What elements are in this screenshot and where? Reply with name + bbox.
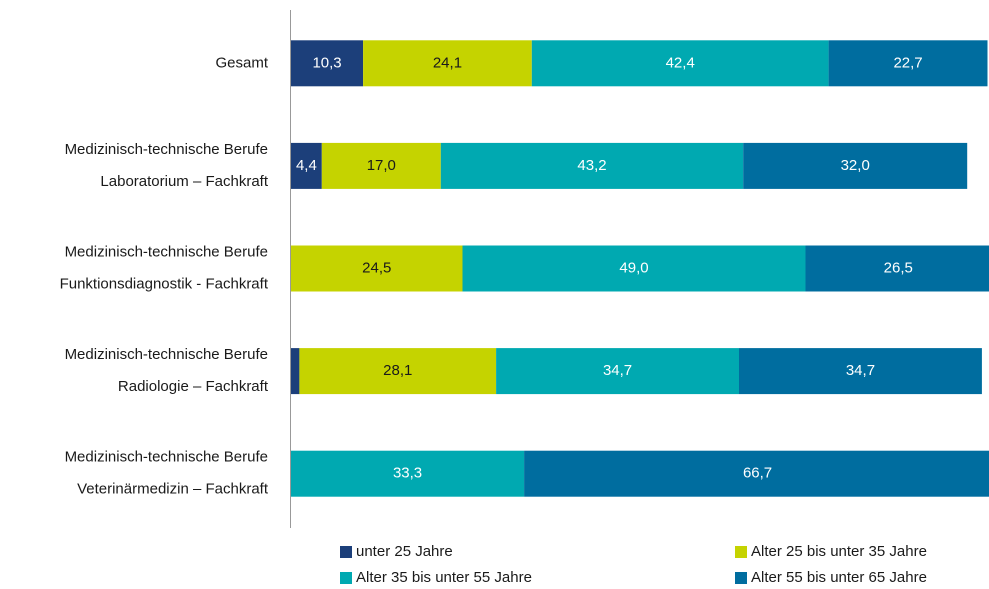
y-tick-label: Medizinisch-technische Berufe (65, 243, 268, 260)
y-tick-label: Medizinisch-technische Berufe (65, 449, 268, 466)
value-label: 17,0 (367, 157, 396, 174)
value-label: 28,1 (383, 362, 412, 379)
value-label: 34,7 (846, 362, 875, 379)
bar-segment (524, 450, 989, 497)
legend-swatch (735, 546, 747, 558)
value-label: 49,0 (619, 259, 648, 276)
bar-segment (462, 245, 806, 292)
bar-segment (739, 348, 982, 395)
bar-segment (291, 348, 300, 395)
y-tick-label: Gesamt (215, 54, 268, 71)
y-tick-label: Medizinisch-technische Berufe (65, 346, 268, 363)
bar-segment (496, 348, 739, 395)
value-label: 34,7 (603, 362, 632, 379)
y-tick-label: Laboratorium – Fachkraft (100, 173, 268, 190)
legend-swatch (340, 546, 352, 558)
bar-segment (828, 40, 988, 87)
legend-swatch (340, 572, 352, 584)
value-label: 24,1 (433, 54, 462, 71)
value-label: 32,0 (841, 157, 870, 174)
bar-segment (291, 245, 463, 292)
legend-label: Alter 25 bis unter 35 Jahre (751, 543, 927, 560)
value-label: 43,2 (577, 157, 606, 174)
value-label: 42,4 (666, 54, 695, 71)
value-label: 24,5 (362, 259, 391, 276)
legend-label: Alter 35 bis unter 55 Jahre (356, 569, 532, 586)
bar-segment (805, 245, 989, 292)
value-label: 22,7 (893, 54, 922, 71)
bar-segment (291, 450, 525, 497)
bar-segment (291, 40, 364, 87)
value-label: 66,7 (743, 465, 772, 482)
bar-segment (299, 348, 497, 395)
legend-swatch (735, 572, 747, 584)
bar-segment (291, 142, 322, 189)
y-tick-label: Veterinärmedizin – Fachkraft (77, 481, 269, 498)
value-label: 4,4 (296, 157, 317, 174)
bar-segment (363, 40, 532, 87)
y-tick-label: Radiologie – Fachkraft (118, 378, 269, 395)
bar-segment (743, 142, 968, 189)
value-label: 33,3 (393, 465, 422, 482)
y-tick-label: Funktionsdiagnostik - Fachkraft (60, 275, 269, 292)
y-tick-label: Medizinisch-technische Berufe (65, 141, 268, 158)
legend-label: Alter 55 bis unter 65 Jahre (751, 569, 927, 586)
legend-label: unter 25 Jahre (356, 543, 453, 560)
bar-segment (321, 142, 441, 189)
value-label: 26,5 (884, 259, 913, 276)
bar-segment (531, 40, 829, 87)
bar-segment (440, 142, 744, 189)
value-label: 10,3 (312, 54, 341, 71)
